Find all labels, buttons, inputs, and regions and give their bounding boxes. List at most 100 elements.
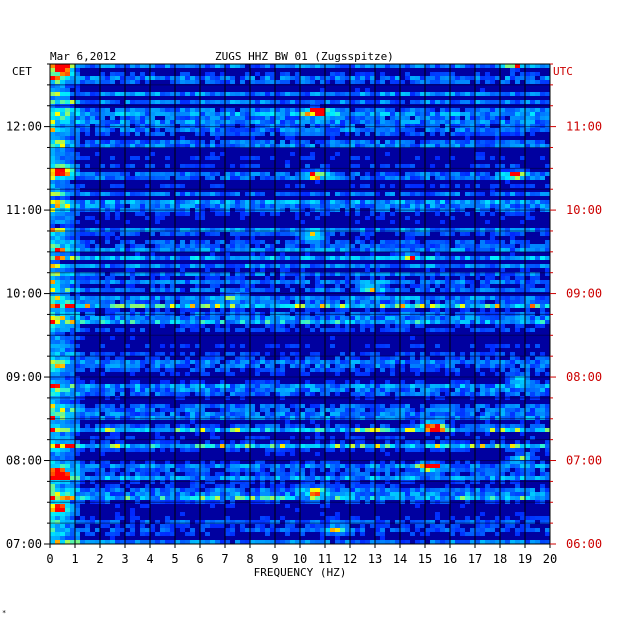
spectrogram-cell bbox=[380, 176, 385, 180]
spectrogram-cell bbox=[430, 200, 435, 204]
spectrogram-cell bbox=[435, 240, 440, 244]
spectrogram-cell bbox=[360, 232, 365, 236]
spectrogram-cell bbox=[510, 232, 515, 236]
spectrogram-cell bbox=[55, 184, 60, 188]
spectrogram-cell bbox=[145, 280, 150, 284]
spectrogram-cell bbox=[510, 76, 515, 80]
spectrogram-cell bbox=[125, 284, 130, 288]
spectrogram-cell bbox=[340, 360, 345, 364]
spectrogram-cell bbox=[280, 228, 285, 232]
spectrogram-cell bbox=[110, 272, 115, 276]
spectrogram-cell bbox=[540, 316, 545, 320]
spectrogram-cell bbox=[545, 300, 550, 304]
spectrogram-cell bbox=[380, 100, 385, 104]
spectrogram-cell bbox=[175, 360, 180, 364]
spectrogram-cell bbox=[160, 76, 165, 80]
spectrogram-cell bbox=[535, 176, 540, 180]
spectrogram-cell bbox=[430, 108, 435, 112]
spectrogram-cell bbox=[485, 264, 490, 268]
spectrogram-cell bbox=[340, 80, 345, 84]
spectrogram-cell bbox=[365, 124, 370, 128]
spectrogram-cell bbox=[440, 176, 445, 180]
spectrogram-cell bbox=[75, 124, 80, 128]
spectrogram-cell bbox=[310, 388, 315, 392]
spectrogram-cell bbox=[425, 328, 430, 332]
spectrogram-cell bbox=[160, 228, 165, 232]
spectrogram-cell bbox=[385, 152, 390, 156]
spectrogram-cell bbox=[470, 200, 475, 204]
spectrogram-cell bbox=[95, 92, 100, 96]
spectrogram-cell bbox=[170, 128, 175, 132]
spectrogram-cell bbox=[155, 392, 160, 396]
spectrogram-cell bbox=[545, 108, 550, 112]
spectrogram-cell bbox=[450, 248, 455, 252]
spectrogram-cell bbox=[90, 108, 95, 112]
spectrogram-cell bbox=[405, 128, 410, 132]
spectrogram-cell bbox=[200, 288, 205, 292]
spectrogram-cell bbox=[375, 176, 380, 180]
spectrogram-cell bbox=[535, 388, 540, 392]
spectrogram-cell bbox=[310, 272, 315, 276]
spectrogram-cell bbox=[445, 320, 450, 324]
spectrogram-cell bbox=[490, 108, 495, 112]
spectrogram-cell bbox=[60, 64, 65, 68]
spectrogram-cell bbox=[190, 100, 195, 104]
spectrogram-cell bbox=[100, 280, 105, 284]
spectrogram-cell bbox=[50, 116, 55, 120]
spectrogram-cell bbox=[230, 124, 235, 128]
spectrogram-cell bbox=[70, 280, 75, 284]
spectrogram-cell bbox=[435, 116, 440, 120]
spectrogram-cell bbox=[375, 344, 380, 348]
spectrogram-cell bbox=[70, 348, 75, 352]
spectrogram-cell bbox=[275, 240, 280, 244]
spectrogram-cell bbox=[415, 304, 420, 308]
spectrogram-cell bbox=[510, 116, 515, 120]
spectrogram-cell bbox=[105, 248, 110, 252]
spectrogram-cell bbox=[500, 228, 505, 232]
spectrogram-cell bbox=[130, 352, 135, 356]
spectrogram-cell bbox=[90, 192, 95, 196]
spectrogram-cell bbox=[60, 88, 65, 92]
spectrogram-cell bbox=[310, 240, 315, 244]
spectrogram-cell bbox=[55, 88, 60, 92]
spectrogram-cell bbox=[400, 100, 405, 104]
spectrogram-cell bbox=[55, 308, 60, 312]
spectrogram-cell bbox=[490, 344, 495, 348]
spectrogram-cell bbox=[395, 280, 400, 284]
spectrogram-cell bbox=[480, 352, 485, 356]
spectrogram-cell bbox=[140, 112, 145, 116]
spectrogram-cell bbox=[445, 356, 450, 360]
spectrogram-cell bbox=[305, 308, 310, 312]
spectrogram-cell bbox=[165, 176, 170, 180]
spectrogram-cell bbox=[515, 384, 520, 388]
spectrogram-cell bbox=[245, 280, 250, 284]
spectrogram-cell bbox=[260, 384, 265, 388]
spectrogram-cell bbox=[450, 384, 455, 388]
spectrogram-cell bbox=[425, 172, 430, 176]
spectrogram-cell bbox=[305, 156, 310, 160]
spectrogram-cell bbox=[530, 380, 535, 384]
spectrogram-cell bbox=[435, 308, 440, 312]
spectrogram-cell bbox=[60, 256, 65, 260]
spectrogram-cell bbox=[160, 176, 165, 180]
spectrogram-cell bbox=[285, 244, 290, 248]
spectrogram-cell bbox=[480, 264, 485, 268]
spectrogram-cell bbox=[205, 276, 210, 280]
spectrogram-cell bbox=[70, 228, 75, 232]
spectrogram-cell bbox=[75, 376, 80, 380]
spectrogram-cell bbox=[480, 392, 485, 396]
spectrogram-cell bbox=[375, 256, 380, 260]
spectrogram-cell bbox=[215, 124, 220, 128]
spectrogram-cell bbox=[150, 356, 155, 360]
spectrogram-cell bbox=[50, 92, 55, 96]
spectrogram-cell bbox=[180, 80, 185, 84]
spectrogram-cell bbox=[190, 360, 195, 364]
spectrogram-cell bbox=[260, 140, 265, 144]
spectrogram-cell bbox=[220, 76, 225, 80]
spectrogram-cell bbox=[135, 128, 140, 132]
spectrogram-cell bbox=[130, 228, 135, 232]
spectrogram-cell bbox=[170, 172, 175, 176]
spectrogram-cell bbox=[365, 216, 370, 220]
spectrogram-cell bbox=[450, 328, 455, 332]
spectrogram-cell bbox=[310, 92, 315, 96]
